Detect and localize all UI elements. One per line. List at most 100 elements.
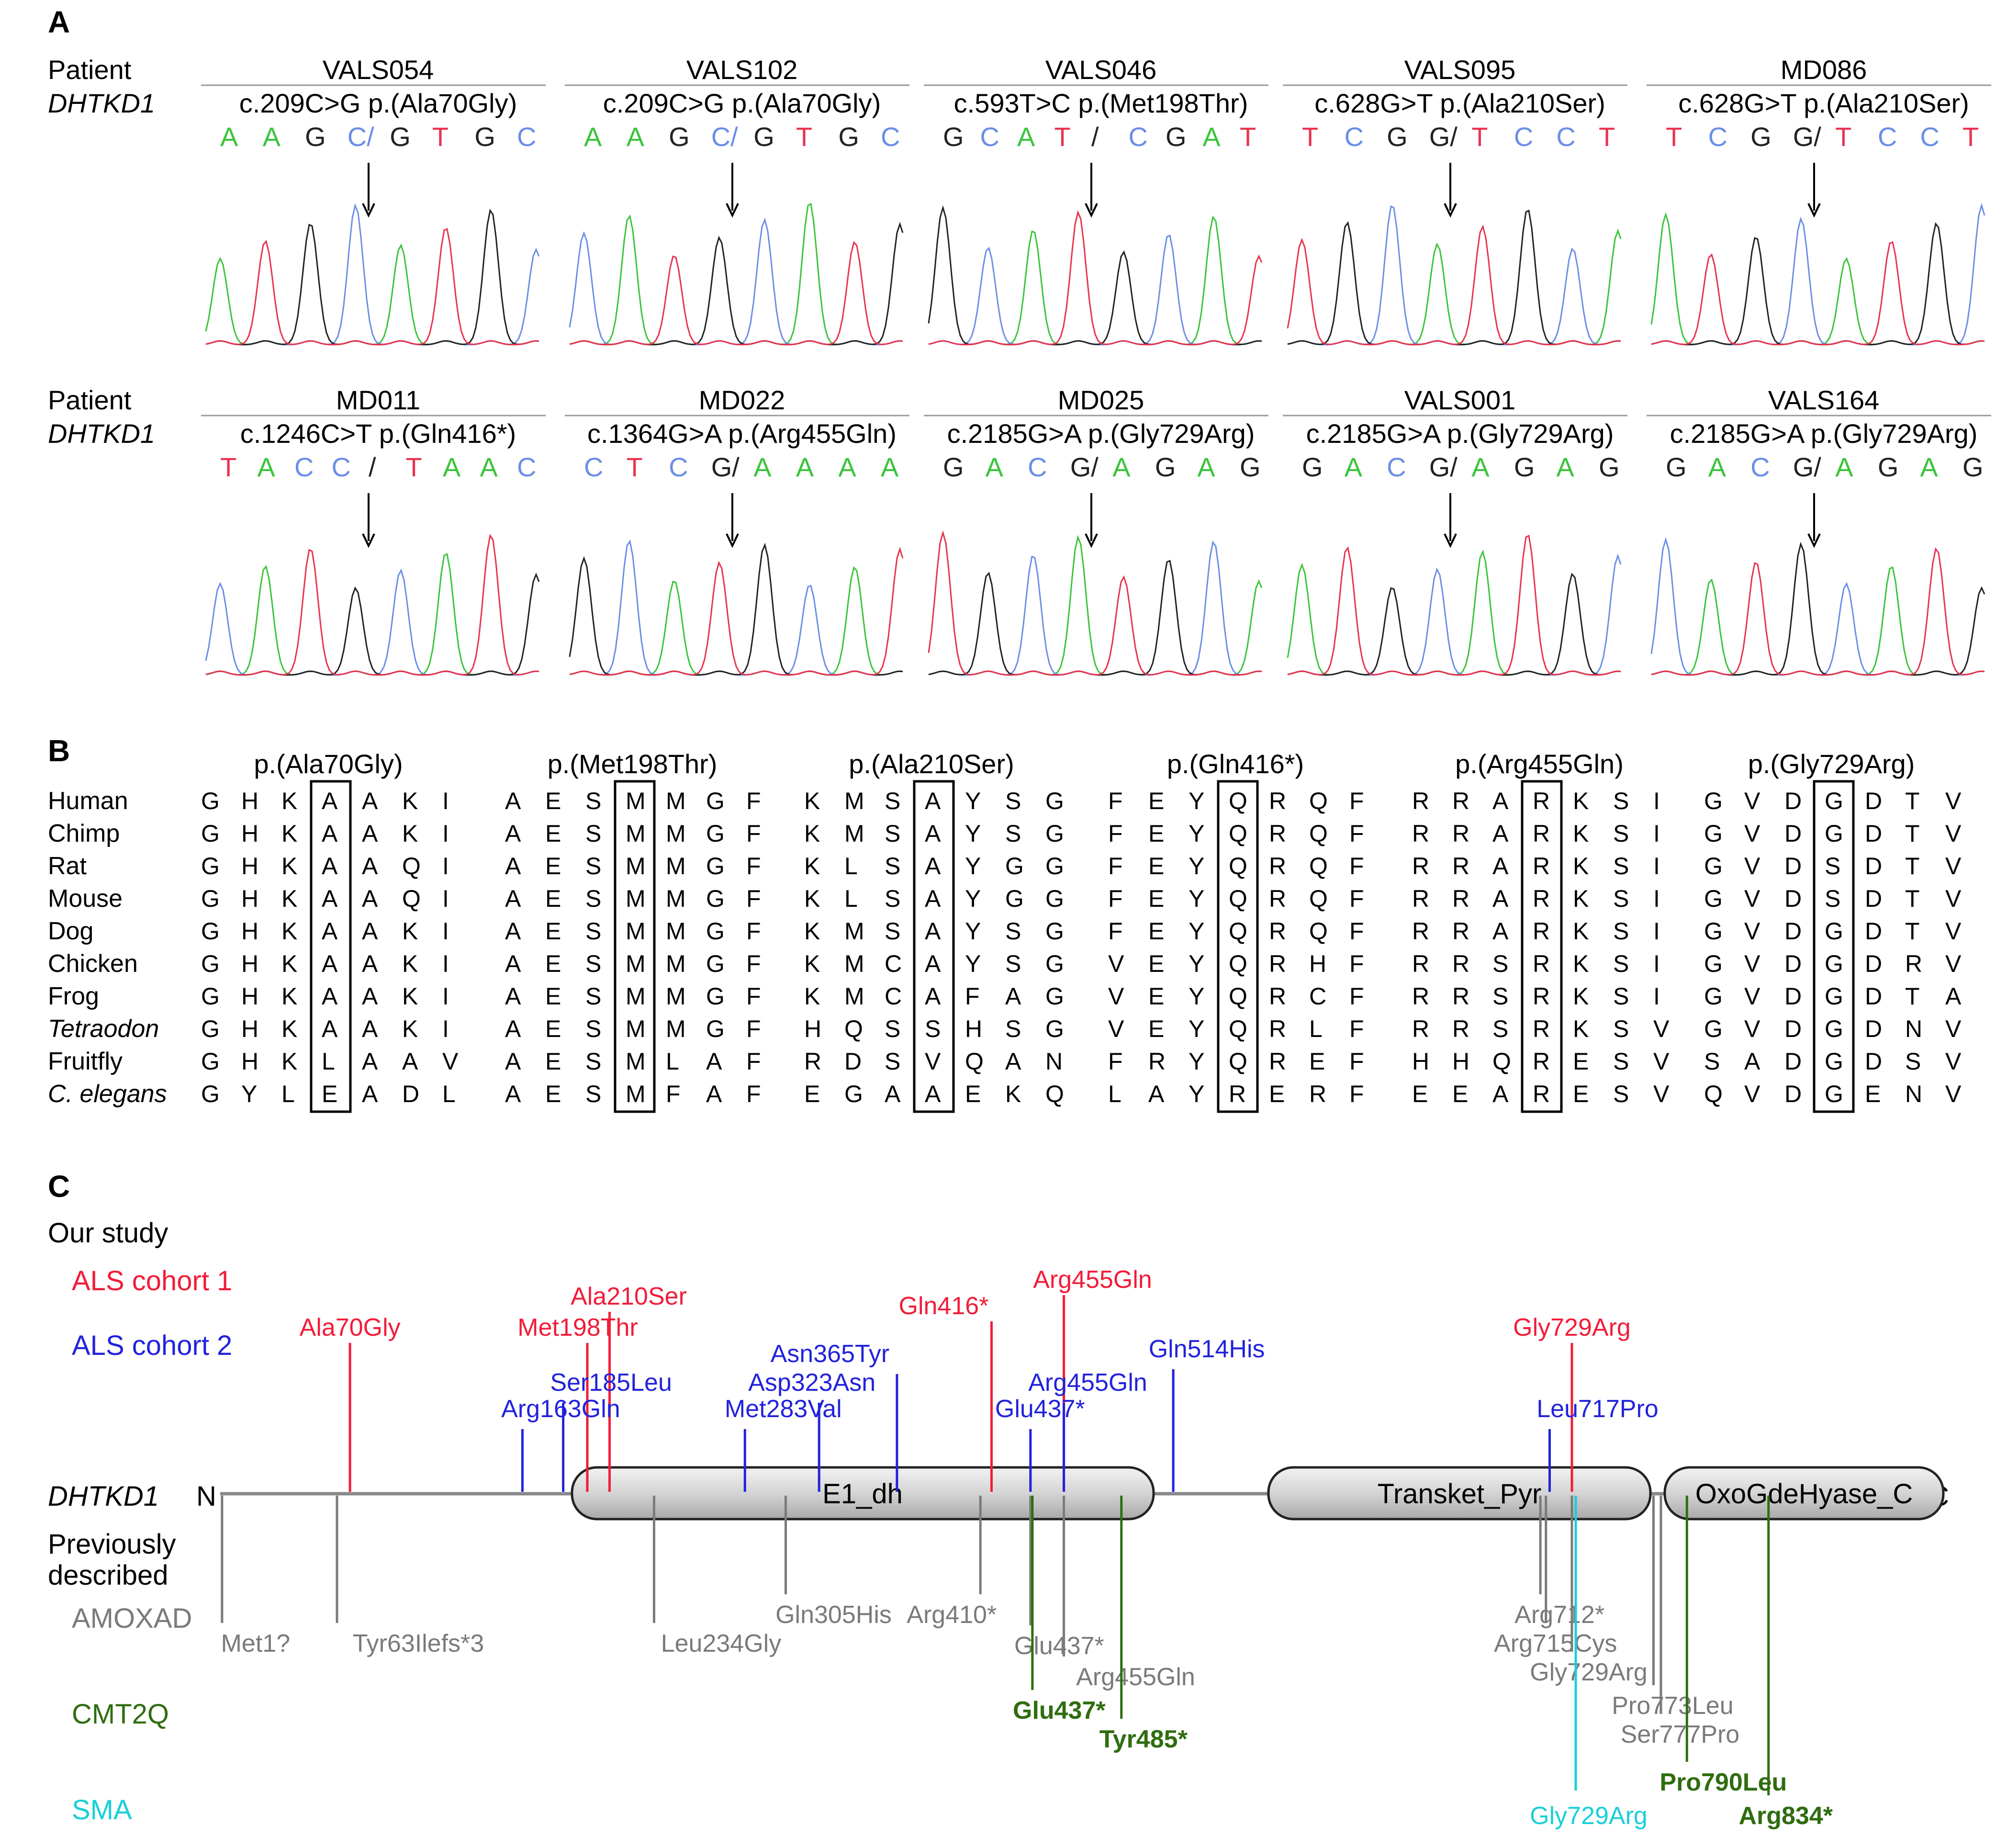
residue: H (241, 820, 258, 847)
residue: S (1005, 820, 1021, 847)
mutation-label: Tyr63Ilefs*3 (353, 1630, 484, 1657)
residue: A (362, 1048, 378, 1075)
base-call: A (986, 452, 1004, 482)
residue: Q (1492, 1048, 1511, 1075)
residue: L (442, 1081, 456, 1107)
residue: Q (1309, 820, 1328, 847)
residue: K (281, 885, 297, 912)
residue: I (442, 1015, 449, 1042)
residue: I (1653, 853, 1660, 879)
base-call: T (1835, 122, 1851, 152)
residue: S (885, 1048, 900, 1075)
residue: H (1412, 1048, 1429, 1075)
residue: A (1492, 918, 1509, 945)
residue: R (1412, 918, 1429, 945)
residue: E (804, 1081, 820, 1107)
residue: Y (1189, 918, 1204, 945)
residue: G (201, 983, 220, 1010)
residue: K (804, 983, 820, 1010)
trace-T (928, 210, 1263, 346)
residue: A (1744, 1048, 1761, 1075)
residue: D (1784, 1015, 1802, 1042)
residue: F (1349, 950, 1364, 977)
mutation-label: Asn365Tyr (771, 1340, 890, 1368)
residue: R (1269, 853, 1286, 879)
residue: G (1825, 1048, 1843, 1075)
residue: E (1148, 918, 1164, 945)
residue: E (1148, 820, 1164, 847)
cohort2-mutation: Met283Val (725, 1395, 842, 1492)
residue: F (746, 983, 761, 1010)
base-call: C (1920, 122, 1939, 152)
residue: Q (1309, 918, 1328, 945)
base-call: G (305, 122, 326, 152)
residue: M (626, 950, 646, 977)
residue: V (1945, 1048, 1962, 1075)
patient-id: VALS046 (1045, 55, 1156, 85)
residue: Q (1309, 885, 1328, 912)
residue: R (1533, 788, 1550, 814)
cohort2-mutation: Arg163Gln (501, 1395, 620, 1492)
trace-T (205, 228, 539, 346)
residue: R (1905, 950, 1922, 977)
base-call: A (1112, 452, 1131, 482)
residue: V (1744, 1015, 1761, 1042)
alignment-group: p.(Met198Thr)A E S M M G FA E S M M G FA E S M M G FA E S M M G… (505, 749, 761, 1113)
residue: G (1045, 983, 1064, 1010)
residue: Y (1189, 950, 1204, 977)
residue: H (241, 918, 258, 945)
domain-oxogdehyase-c: OxoGdeHyase_C (1663, 1466, 1945, 1521)
residue: G (844, 1081, 863, 1107)
residue: A (925, 1081, 941, 1107)
residue: E (545, 1015, 561, 1042)
residue: A (505, 1015, 521, 1042)
trace-G (928, 560, 1262, 676)
residue: R (1412, 950, 1429, 977)
residue: S (1492, 1015, 1508, 1042)
mutation-label: Arg715Cys (1494, 1630, 1617, 1657)
amoxad-label: AMOXAD (72, 1603, 192, 1634)
residue: G (1005, 853, 1024, 879)
residue: G (1825, 1081, 1843, 1107)
residue: M (626, 853, 646, 879)
residue: R (1269, 1048, 1286, 1075)
residue: A (1492, 820, 1509, 847)
cohort1-mutation: Gln416* (899, 1292, 993, 1492)
residue: R (1269, 983, 1286, 1010)
residue: Y (1189, 1048, 1204, 1075)
row-patient-label: Patient (48, 385, 132, 415)
residue: R (1452, 820, 1469, 847)
variant-label: c.628G>T p.(Ala210Ser) (1678, 88, 1969, 118)
residue: S (1613, 820, 1629, 847)
residue: M (844, 820, 864, 847)
residue: Q (1229, 1048, 1247, 1075)
residue: E (545, 1048, 561, 1075)
residue: F (1349, 1081, 1364, 1107)
residue: D (1784, 820, 1802, 847)
residue: I (442, 820, 449, 847)
residue: N (1905, 1081, 1922, 1107)
trace-C (1650, 537, 1985, 676)
mutation-label: Ala210Ser (571, 1283, 687, 1310)
cohort2-mutation: Asp323Asn (748, 1369, 875, 1492)
residue: I (1653, 885, 1660, 912)
residue: I (1653, 918, 1660, 945)
base-call: A (220, 122, 238, 152)
mutation-label: Arg455Gln (1028, 1369, 1147, 1397)
base-call: G (1878, 452, 1899, 482)
our-study-label: Our study (48, 1217, 168, 1249)
residue: S (885, 853, 900, 879)
base-call: G/ (1429, 452, 1458, 482)
residue: E (545, 918, 561, 945)
mutation-label: Leu717Pro (1536, 1395, 1658, 1423)
residue: V (1744, 983, 1761, 1010)
residue: G (706, 918, 725, 945)
residue: A (322, 918, 338, 945)
mutation-label: Gln514His (1149, 1335, 1265, 1363)
residue: G (706, 788, 725, 814)
mutation-label: Arg410* (907, 1601, 997, 1629)
residue: D (1865, 1048, 1882, 1075)
residue: Q (1309, 853, 1328, 879)
conserved-box (1521, 780, 1563, 1113)
